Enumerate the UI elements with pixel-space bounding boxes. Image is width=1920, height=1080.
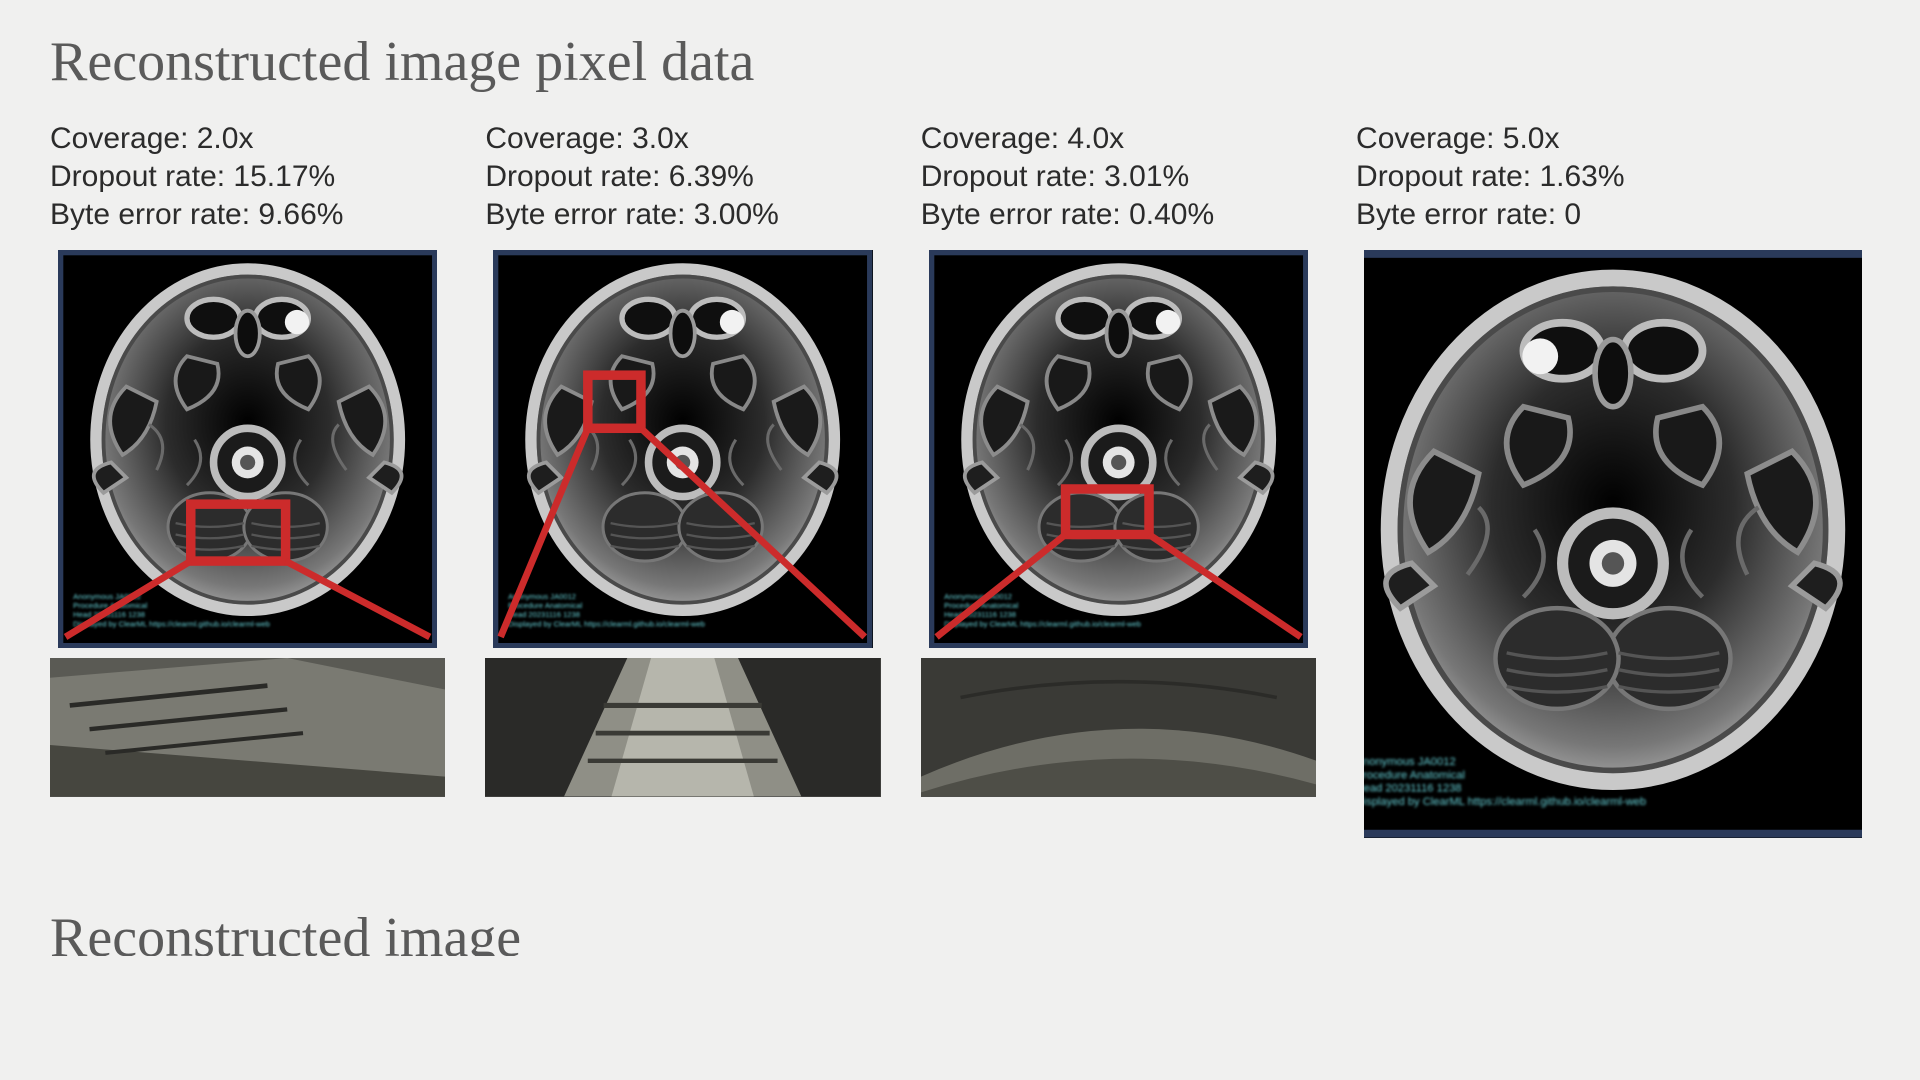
panel-coverage-2: Coverage: 3.0x Dropout rate: 6.39% Byte er… [485, 122, 880, 797]
svg-text:Head 20231116 1238: Head 20231116 1238 [1364, 783, 1462, 795]
svg-text:Displayed by ClearML https://c: Displayed by ClearML https://clearml.git… [73, 619, 270, 628]
zoom-crop-image [50, 658, 445, 796]
scan-frame: Anonymous JA0012Procedure AnatomicalHead… [921, 242, 1316, 656]
scan-frame: Anonymous JA0012Procedure Anatomical Head… [1356, 242, 1870, 846]
svg-text:Procedure Anatomical: Procedure Anatomical [509, 601, 583, 610]
panel-meta: Coverage: 4.0x Dropout rate: 3.01% Byte er… [921, 122, 1316, 232]
zoom-crop-image [485, 658, 880, 796]
meta-byteerr: Byte error rate: 0.40% [921, 198, 1316, 232]
panel-coverage-1: Coverage: 2.0x Dropout rate: 15.17% Byte e… [50, 122, 445, 797]
meta-coverage: Coverage: 4.0x [921, 122, 1316, 156]
panel-coverage-4: Coverage: 5.0x Dropout rate: 1.63% Byte er… [1356, 122, 1870, 846]
brain-scan-image: Anonymous JA0012Procedure AnatomicalHead… [929, 250, 1308, 648]
meta-byteerr: Byte error rate: 9.66% [50, 198, 445, 232]
meta-dropout: Dropout rate: 15.17% [50, 160, 445, 194]
meta-dropout: Dropout rate: 1.63% [1356, 160, 1870, 194]
panel-coverage-3: Coverage: 4.0x Dropout rate: 3.01% Byte er… [921, 122, 1316, 797]
meta-coverage: Coverage: 3.0x [485, 122, 880, 156]
brain-scan-image: Anonymous JA0012Procedure AnatomicalHead… [493, 250, 872, 648]
panel-meta: Coverage: 5.0x Dropout rate: 1.63% Byte er… [1356, 122, 1870, 232]
scan-frame: Anonymous JA0012Procedure AnatomicalHead… [50, 242, 445, 656]
panel-meta: Coverage: 3.0x Dropout rate: 6.39% Byte er… [485, 122, 880, 232]
svg-text:Displayed by ClearML https://c: Displayed by ClearML https://clearml.git… [1364, 796, 1646, 808]
scan-frame: Anonymous JA0012Procedure AnatomicalHead… [485, 242, 880, 656]
section-title-reconstructed-pixel-data: Reconstructed image pixel data [50, 30, 1870, 94]
section-title-partial: Reconstructed image [50, 906, 1870, 956]
meta-coverage: Coverage: 2.0x [50, 122, 445, 156]
meta-dropout: Dropout rate: 6.39% [485, 160, 880, 194]
svg-text:Head 20231116 1238: Head 20231116 1238 [509, 610, 581, 619]
panel-row: Coverage: 2.0x Dropout rate: 15.17% Byte e… [50, 122, 1870, 846]
svg-text:Displayed by ClearML https://c: Displayed by ClearML https://clearml.git… [944, 619, 1141, 628]
meta-byteerr: Byte error rate: 0 [1356, 198, 1870, 232]
meta-coverage: Coverage: 5.0x [1356, 122, 1870, 156]
meta-byteerr: Byte error rate: 3.00% [485, 198, 880, 232]
svg-text:Procedure Anatomical: Procedure Anatomical [1364, 769, 1465, 781]
brain-scan-image: Anonymous JA0012Procedure Anatomical Head… [1364, 250, 1862, 838]
brain-scan-image: Anonymous JA0012Procedure AnatomicalHead… [58, 250, 437, 648]
zoom-crop-image [921, 658, 1316, 796]
svg-text:Anonymous JA0012: Anonymous JA0012 [1364, 756, 1456, 768]
svg-text:Head 20231116 1238: Head 20231116 1238 [944, 610, 1016, 619]
panel-meta: Coverage: 2.0x Dropout rate: 15.17% Byte e… [50, 122, 445, 232]
svg-text:Displayed by ClearML https://c: Displayed by ClearML https://clearml.git… [509, 619, 706, 628]
meta-dropout: Dropout rate: 3.01% [921, 160, 1316, 194]
